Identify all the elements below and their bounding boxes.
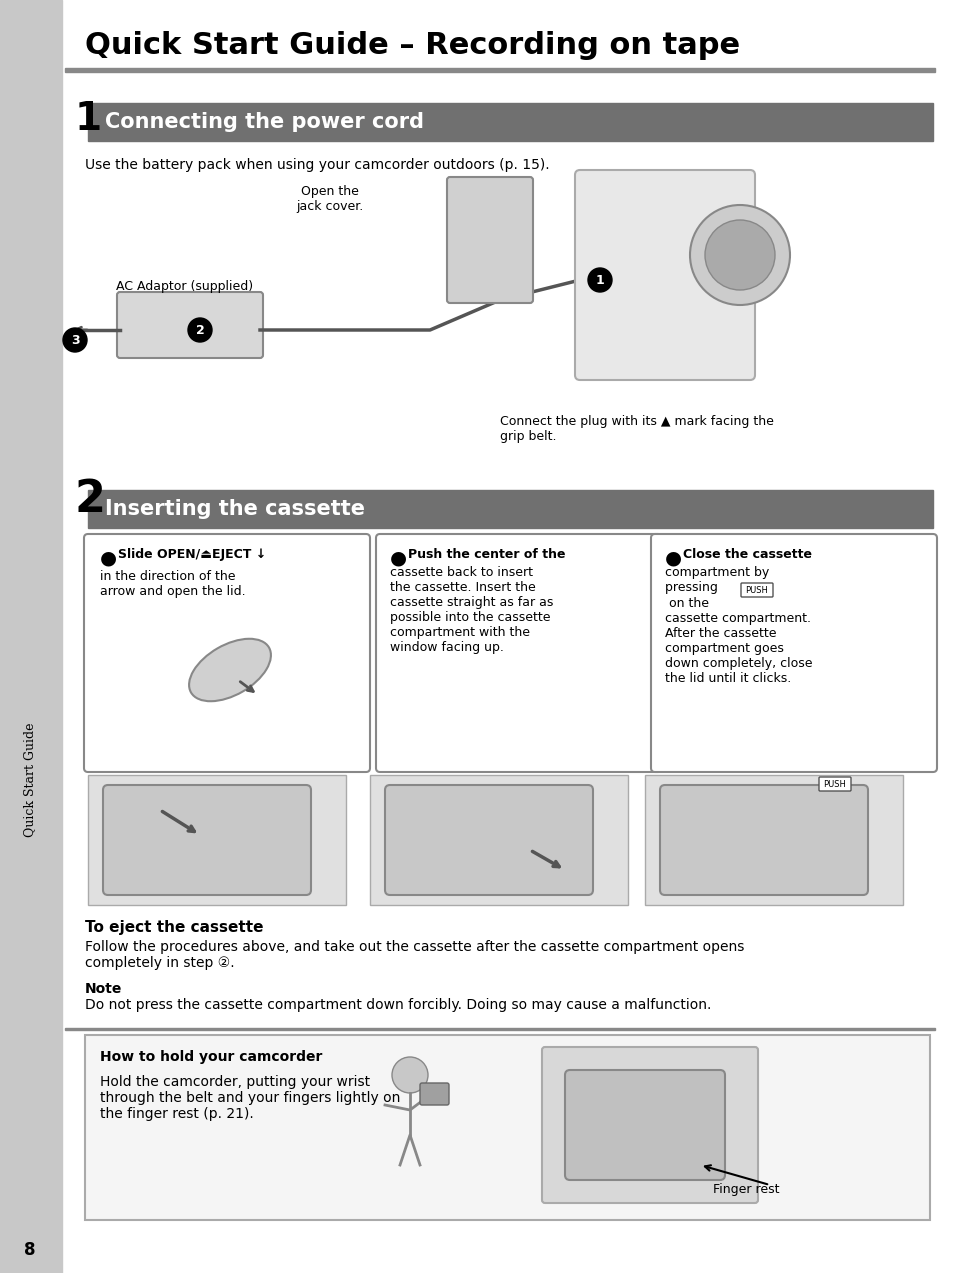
Circle shape: [188, 318, 212, 342]
Text: 1: 1: [75, 101, 102, 137]
FancyBboxPatch shape: [818, 777, 850, 791]
Text: Slide OPEN/⏏EJECT ↓: Slide OPEN/⏏EJECT ↓: [118, 547, 266, 561]
Bar: [88, 490, 932, 528]
Text: Inserting the cassette: Inserting the cassette: [105, 499, 365, 519]
Circle shape: [392, 1057, 428, 1094]
Text: ●: ●: [664, 547, 681, 566]
Bar: [65, 1029, 934, 1030]
FancyBboxPatch shape: [650, 533, 936, 771]
Text: PUSH: PUSH: [822, 779, 845, 788]
FancyBboxPatch shape: [447, 177, 533, 303]
FancyBboxPatch shape: [740, 583, 772, 597]
Text: Use the battery pack when using your camcorder outdoors (p. 15).: Use the battery pack when using your cam…: [85, 158, 549, 172]
Text: 8: 8: [24, 1241, 35, 1259]
Text: Follow the procedures above, and take out the cassette after the cassette compar: Follow the procedures above, and take ou…: [85, 939, 743, 970]
Bar: [88, 775, 346, 905]
Text: ●: ●: [390, 547, 407, 566]
Text: in the direction of the
arrow and open the lid.: in the direction of the arrow and open t…: [100, 570, 245, 598]
Text: Note: Note: [85, 981, 122, 995]
Text: Do not press the cassette compartment down forcibly. Doing so may cause a malfun: Do not press the cassette compartment do…: [85, 998, 711, 1012]
FancyBboxPatch shape: [385, 785, 593, 895]
Bar: [85, 1035, 929, 1220]
Circle shape: [63, 328, 87, 353]
Text: To eject the cassette: To eject the cassette: [85, 920, 263, 934]
Circle shape: [704, 220, 774, 290]
Text: Push the center of the: Push the center of the: [408, 547, 565, 561]
FancyBboxPatch shape: [84, 533, 370, 771]
FancyBboxPatch shape: [103, 785, 311, 895]
Text: Quick Start Guide: Quick Start Guide: [24, 723, 36, 838]
Text: 3: 3: [71, 334, 79, 346]
Text: AC Adaptor (supplied): AC Adaptor (supplied): [116, 280, 253, 293]
Text: on the
cassette compartment.
After the cassette
compartment goes
down completely: on the cassette compartment. After the c…: [664, 597, 812, 685]
Ellipse shape: [189, 639, 271, 701]
Bar: [88, 103, 932, 141]
Text: Connect the plug with its ▲ mark facing the
grip belt.: Connect the plug with its ▲ mark facing …: [499, 415, 773, 443]
Bar: [370, 775, 627, 905]
Bar: [0, 0, 62, 1273]
FancyBboxPatch shape: [419, 1083, 449, 1105]
Bar: [65, 67, 934, 73]
Text: cassette back to insert
the cassette. Insert the
cassette straight as far as
pos: cassette back to insert the cassette. In…: [390, 566, 553, 654]
Text: Quick Start Guide – Recording on tape: Quick Start Guide – Recording on tape: [85, 31, 740, 60]
Text: 1: 1: [595, 274, 604, 286]
Text: compartment by
pressing: compartment by pressing: [664, 566, 768, 594]
Bar: [644, 775, 902, 905]
Text: Finger rest: Finger rest: [713, 1184, 780, 1197]
FancyBboxPatch shape: [541, 1046, 758, 1203]
FancyBboxPatch shape: [117, 292, 263, 358]
Text: How to hold your camcorder: How to hold your camcorder: [100, 1050, 322, 1064]
Text: 2: 2: [195, 323, 204, 336]
FancyBboxPatch shape: [575, 171, 754, 381]
Text: PUSH: PUSH: [745, 586, 767, 594]
FancyBboxPatch shape: [375, 533, 661, 771]
FancyBboxPatch shape: [564, 1071, 724, 1180]
Circle shape: [689, 205, 789, 306]
Text: 2: 2: [75, 477, 106, 521]
Circle shape: [587, 269, 612, 292]
FancyBboxPatch shape: [659, 785, 867, 895]
Text: Hold the camcorder, putting your wrist
through the belt and your fingers lightly: Hold the camcorder, putting your wrist t…: [100, 1074, 400, 1122]
Text: Close the cassette: Close the cassette: [682, 547, 811, 561]
Text: ●: ●: [100, 547, 117, 566]
Text: Open the
jack cover.: Open the jack cover.: [296, 185, 363, 213]
Text: Connecting the power cord: Connecting the power cord: [105, 112, 423, 132]
